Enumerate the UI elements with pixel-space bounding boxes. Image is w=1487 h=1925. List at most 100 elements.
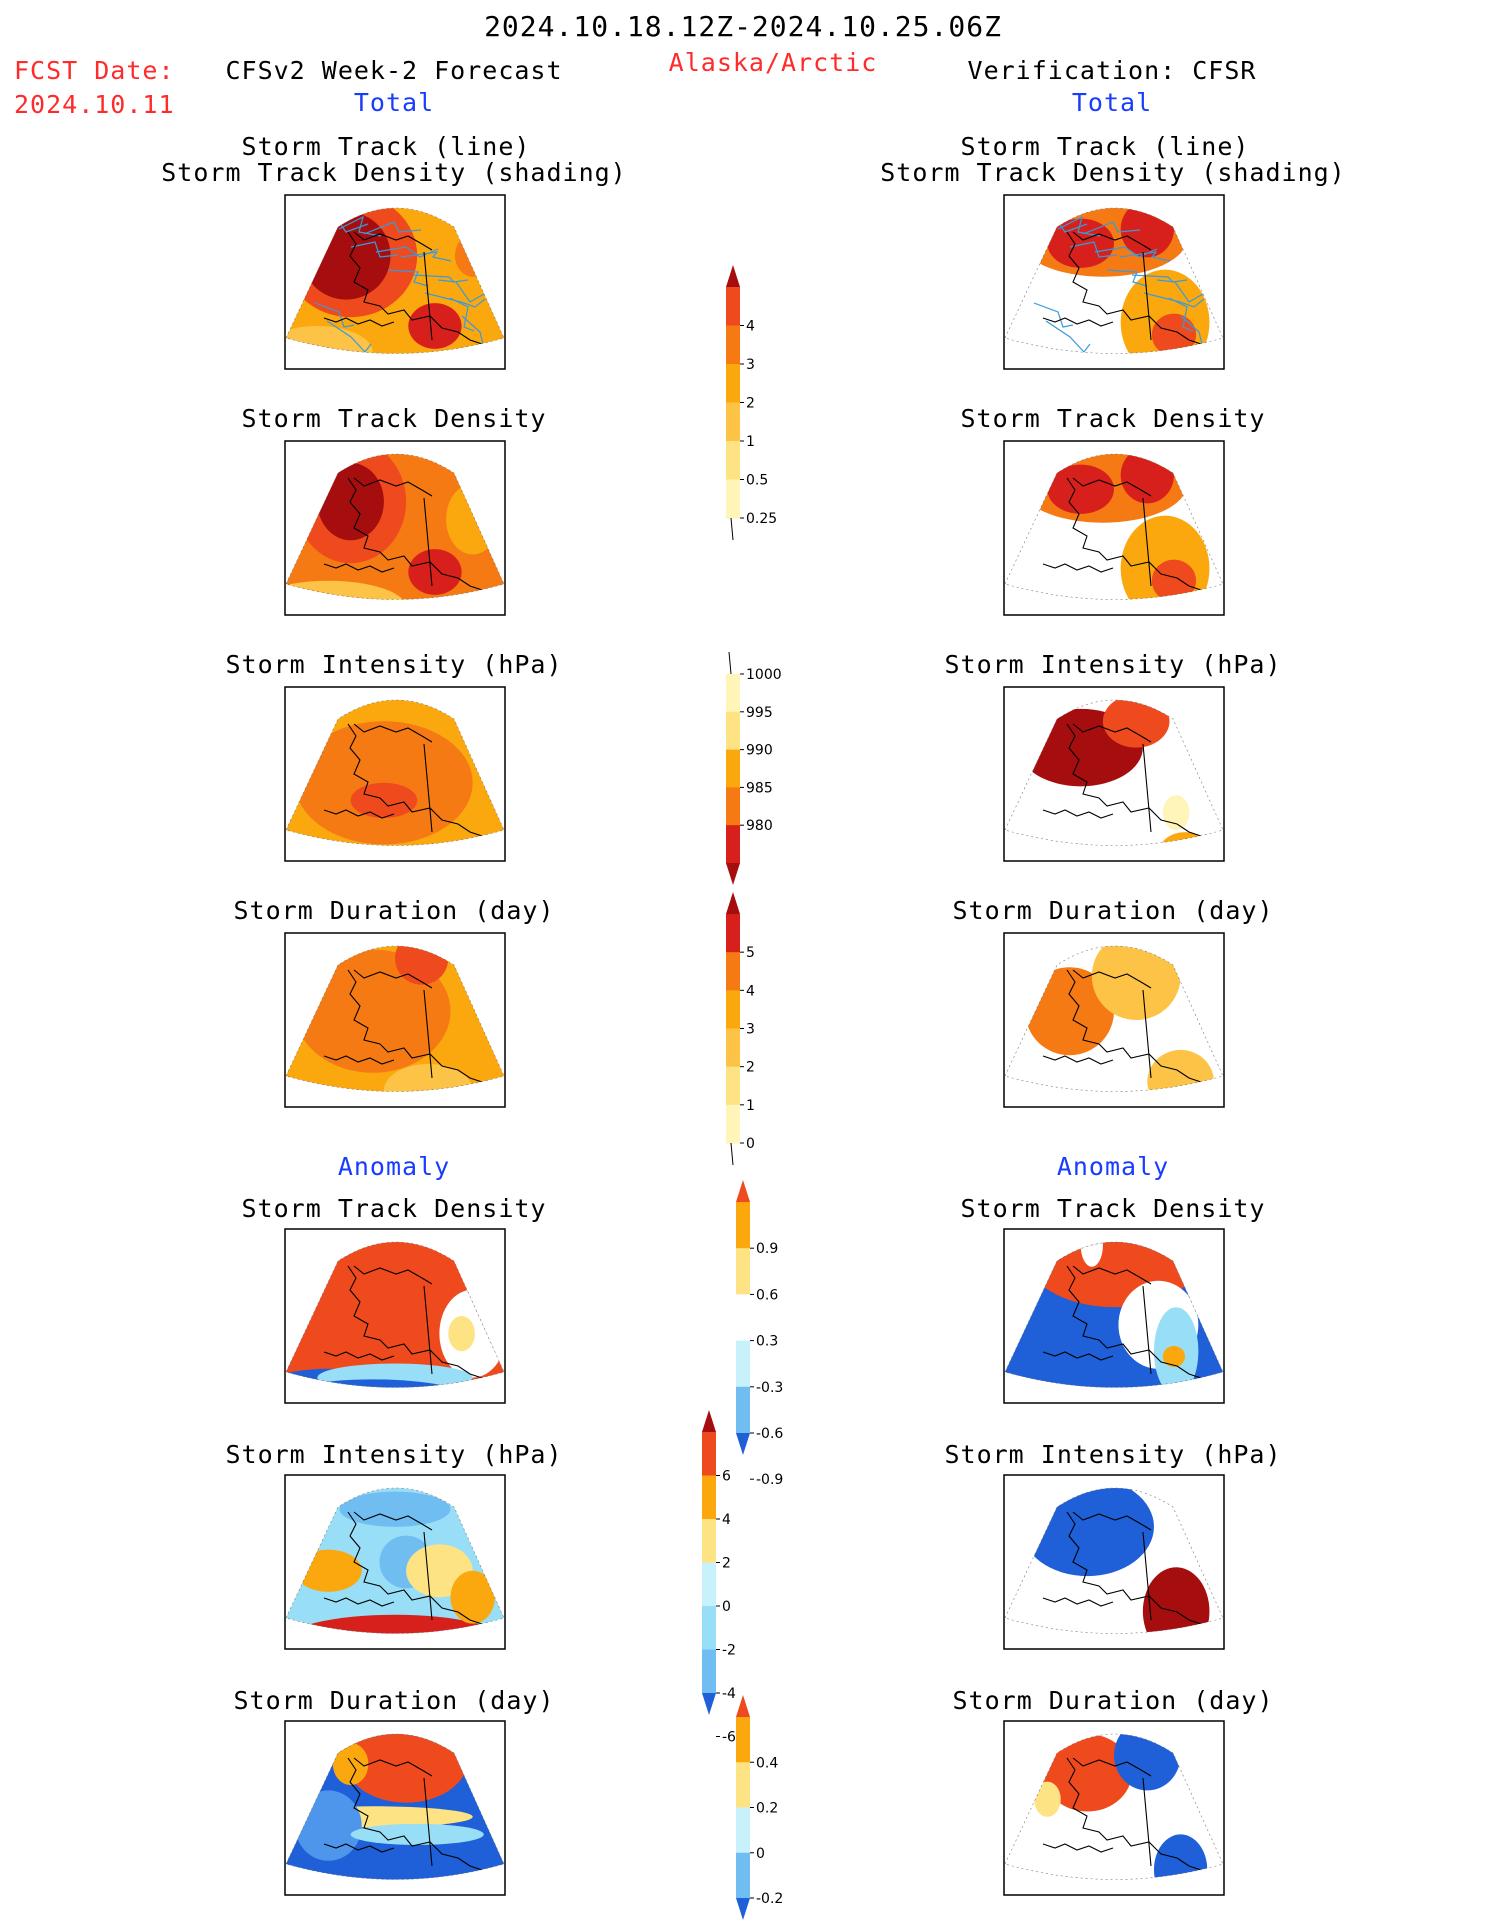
map-domain-outline	[1004, 207, 1224, 354]
shading-region	[1025, 967, 1114, 1056]
map-frame	[1003, 1228, 1225, 1404]
colorbar-tick-label: 6	[722, 1469, 731, 1485]
anomaly-label-left: Anomaly	[337, 1152, 451, 1181]
colorbar-segment	[736, 1294, 750, 1342]
colorbar-segment	[726, 1066, 740, 1106]
map-frame	[284, 1720, 506, 1896]
colorbar-tick-label: 980	[746, 818, 773, 834]
colorbar-duration_anomaly: 0.40.20-0.2-0.4	[736, 1695, 783, 1920]
colorbar-segment	[702, 1606, 716, 1650]
shading-region	[1162, 795, 1190, 831]
map-domain-outline	[1004, 1241, 1224, 1388]
colorbar-tail	[730, 1142, 734, 1166]
colorbar-arrow-top	[726, 892, 740, 914]
map-domain-outline	[285, 699, 505, 846]
coastline	[353, 477, 433, 497]
colorbar-arrow-top	[736, 1695, 750, 1717]
coastline	[353, 1511, 433, 1531]
colorbar-segment	[726, 674, 740, 713]
map-frame	[1003, 686, 1225, 862]
coastline	[1072, 231, 1152, 251]
storm-track-line	[424, 292, 486, 308]
colorbar-arrow-bottom	[702, 1693, 716, 1715]
colorbar-tail	[730, 517, 734, 541]
colorbar-segment	[702, 1519, 716, 1563]
shading-region	[1091, 946, 1181, 1020]
shading-region	[1151, 559, 1197, 600]
row6-title-right: Storm Intensity (hPa)	[944, 1440, 1282, 1469]
row2-title-right: Storm Track Density	[960, 404, 1266, 433]
colorbar-tick-label: 0.4	[756, 1755, 778, 1771]
period-title: 2024.10.18.12Z-2024.10.25.06Z	[484, 10, 1002, 43]
shading-region	[1025, 1242, 1203, 1308]
colorbar-segment	[726, 287, 740, 326]
border-line	[1142, 989, 1152, 1079]
map-domain-outline	[285, 1241, 505, 1388]
map-frame	[1003, 440, 1225, 616]
coastline	[1066, 477, 1218, 599]
row7-title-right: Storm Duration (day)	[952, 1686, 1274, 1715]
coastline	[353, 1265, 433, 1285]
colorbar-segment	[726, 1104, 740, 1144]
region-title: Alaska/Arctic	[668, 48, 878, 77]
shading-region	[295, 1790, 362, 1861]
map-verification-row4	[1003, 932, 1225, 1108]
map-domain-outline	[285, 207, 505, 354]
colorbar-arrow-bottom	[736, 1898, 750, 1920]
colorbar-tick-label: 1	[746, 434, 755, 450]
storm-track-line	[338, 215, 382, 237]
model-title: CFSv2 Week-2 Forecast	[225, 56, 563, 85]
border-line	[1142, 743, 1152, 833]
row4-title-right: Storm Duration (day)	[952, 896, 1274, 925]
coastline	[347, 969, 499, 1091]
storm-track-line	[449, 297, 475, 332]
coastline	[347, 1757, 499, 1879]
coastline	[347, 1265, 499, 1387]
border-line	[423, 989, 433, 1079]
row6-title-left: Storm Intensity (hPa)	[225, 1440, 563, 1469]
shading-region	[1162, 1345, 1186, 1368]
shading-region	[1047, 464, 1114, 514]
storm-track-line	[1045, 320, 1091, 353]
colorbar-segment	[702, 1432, 716, 1476]
coastline	[1066, 1265, 1218, 1387]
colorbar-segment	[736, 1717, 750, 1763]
colorbar-segment	[726, 441, 740, 480]
map-frame	[284, 932, 506, 1108]
colorbar-tick-label: 0	[756, 1846, 765, 1862]
map-domain-outline	[1004, 453, 1224, 600]
colorbar-segment	[736, 1202, 750, 1249]
border-line	[423, 1777, 433, 1867]
shading-region	[395, 946, 449, 985]
map-forecast-row4	[284, 932, 506, 1108]
map-domain-outline	[1004, 1733, 1224, 1880]
coastline	[323, 1597, 395, 1607]
colorbar-arrow-bottom	[726, 863, 740, 885]
colorbar-arrow-top	[702, 1410, 716, 1432]
map-domain-outline	[285, 453, 505, 600]
colorbar-tick-label: 3	[746, 1022, 755, 1038]
coastline	[323, 563, 395, 573]
coastline	[347, 723, 499, 845]
colorbar-tick-label: 4	[746, 983, 755, 999]
shading-region	[339, 1491, 451, 1527]
map-frame	[284, 686, 506, 862]
map-verification-row1	[1003, 194, 1225, 370]
colorbar-segment	[702, 1562, 716, 1607]
border-line	[1142, 1285, 1152, 1375]
row3-title-left: Storm Intensity (hPa)	[225, 650, 563, 679]
colorbar-tick-label: 0	[722, 1599, 731, 1615]
colorbar-arrow-top	[736, 1180, 750, 1202]
storm-track-line	[350, 241, 399, 258]
row7-title-left: Storm Duration (day)	[233, 1686, 555, 1715]
coastline	[1042, 1351, 1114, 1361]
map-frame	[284, 1228, 506, 1404]
colorbar-segment	[726, 825, 740, 864]
map-verification-row7	[1003, 1720, 1225, 1896]
map-forecast-row3	[284, 686, 506, 862]
colorbar-tick-label: 3	[746, 357, 755, 373]
map-domain-outline	[1004, 699, 1224, 846]
map-domain-outline	[285, 1487, 505, 1634]
colorbar-tick-label: -0.3	[756, 1380, 783, 1396]
shading-region	[1120, 454, 1174, 504]
